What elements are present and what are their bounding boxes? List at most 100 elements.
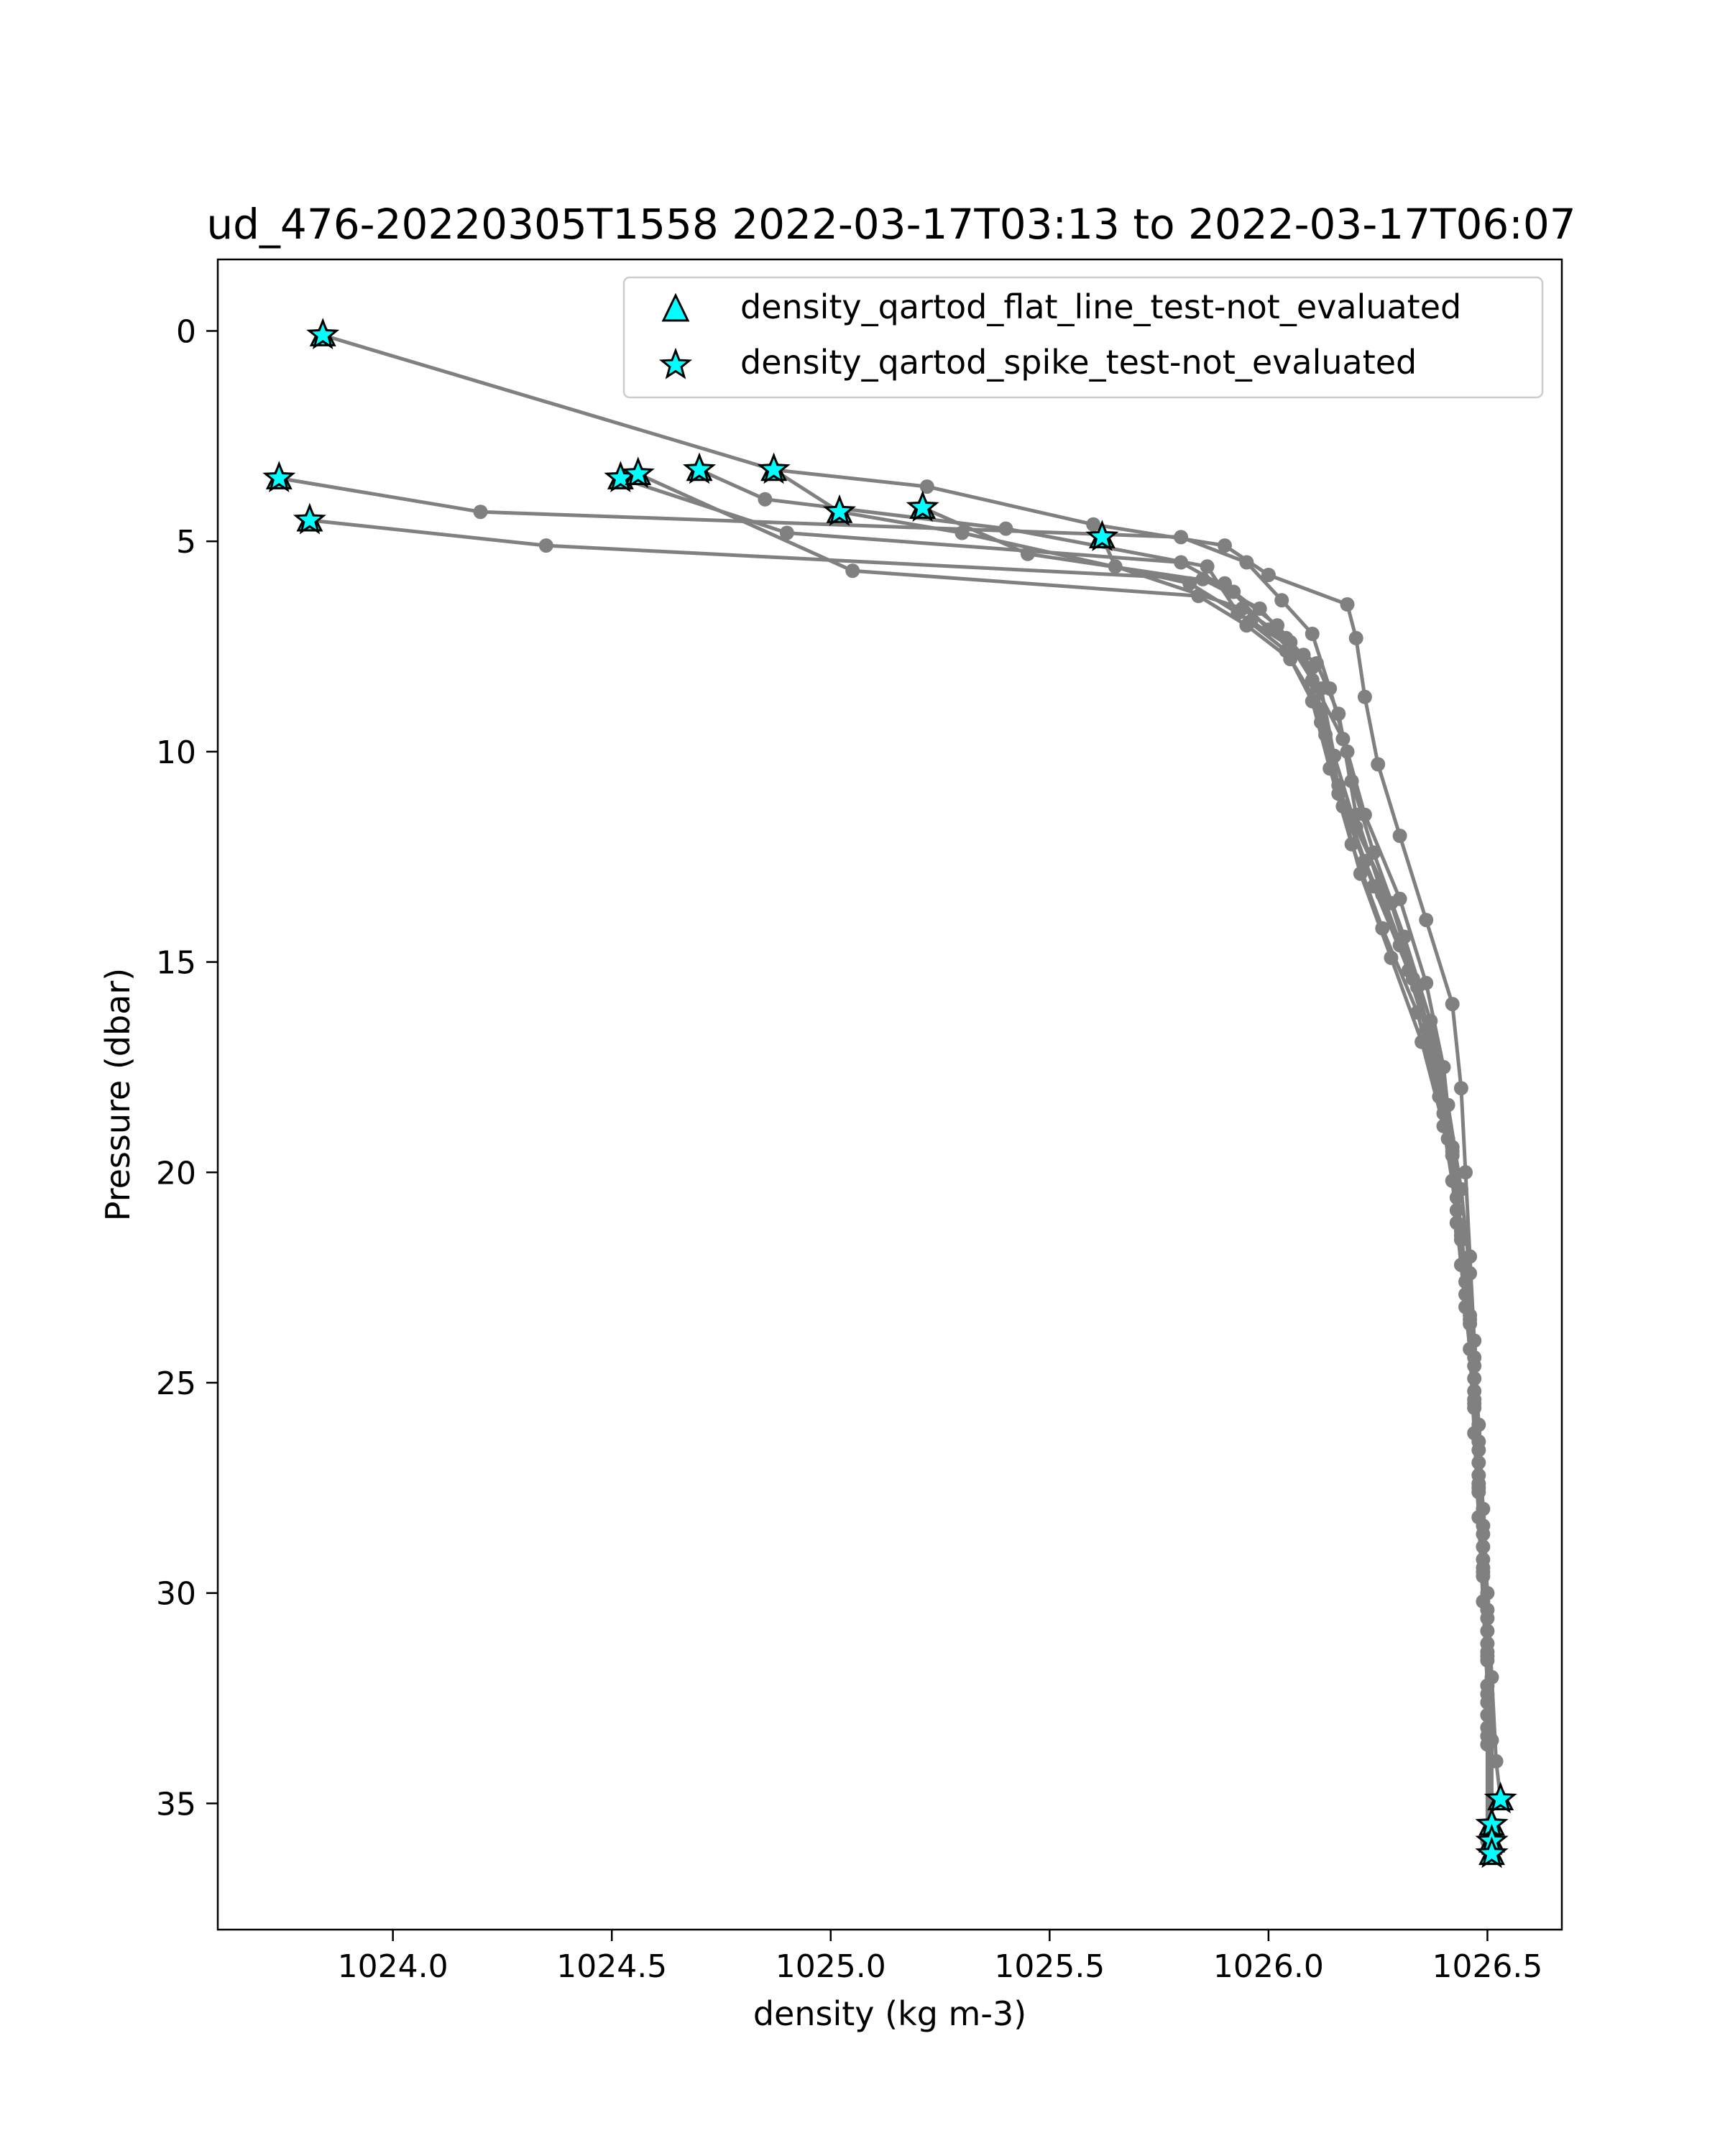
data-point bbox=[1314, 714, 1328, 729]
series-line-1 bbox=[322, 333, 1503, 1800]
data-point bbox=[1423, 1013, 1438, 1028]
legend-label-flat-line: density_qartod_flat_line_test-not_evalua… bbox=[740, 287, 1461, 326]
data-point bbox=[758, 492, 773, 507]
data-point bbox=[998, 521, 1013, 536]
x-tick-label: 1025.0 bbox=[776, 1948, 886, 1985]
chart-title: ud_476-20220305T1558 2022-03-17T03:13 to… bbox=[206, 200, 1576, 249]
data-point bbox=[1218, 576, 1232, 591]
spike-flag-marker bbox=[1475, 1836, 1509, 1869]
spike-flag-marker bbox=[621, 456, 655, 489]
series-layer bbox=[272, 328, 1508, 1861]
data-point bbox=[919, 479, 934, 494]
triangle-marker-icon bbox=[661, 292, 690, 322]
spike-flag-marker bbox=[306, 318, 340, 350]
x-tick-label: 1026.5 bbox=[1432, 1948, 1542, 1985]
x-axis: 1024.0 1024.5 1025.0 1025.5 1026.0 1026.5 bbox=[338, 1930, 1542, 1985]
x-axis-label: density (kg m-3) bbox=[753, 1994, 1026, 2033]
data-point bbox=[1239, 555, 1254, 570]
data-point bbox=[1261, 568, 1276, 582]
data-point bbox=[1348, 807, 1363, 822]
y-tick-label: 20 bbox=[156, 1155, 196, 1192]
data-point bbox=[1445, 997, 1460, 1012]
data-point bbox=[1305, 673, 1320, 688]
data-point bbox=[1445, 1140, 1460, 1155]
data-point bbox=[1471, 1434, 1486, 1449]
y-tick-label: 30 bbox=[156, 1576, 196, 1613]
y-axis-label: Pressure (dbar) bbox=[98, 968, 137, 1221]
data-point bbox=[1309, 656, 1324, 671]
data-point bbox=[845, 563, 860, 579]
data-point bbox=[1331, 786, 1346, 801]
data-point bbox=[1375, 887, 1390, 902]
x-tick-label: 1024.5 bbox=[556, 1948, 667, 1985]
plot-frame bbox=[216, 258, 1563, 1931]
spike-flag-marker bbox=[1085, 520, 1119, 551]
legend: density_qartod_flat_line_test-not_evalua… bbox=[622, 276, 1544, 399]
flagged-points-layer bbox=[262, 318, 1517, 1869]
data-point bbox=[473, 505, 488, 520]
data-point bbox=[1174, 530, 1189, 545]
data-point bbox=[1200, 559, 1215, 574]
data-point bbox=[1405, 972, 1420, 986]
data-point bbox=[779, 525, 794, 540]
spike-flag-marker bbox=[682, 452, 717, 484]
series-line-3 bbox=[309, 518, 1489, 1842]
data-point bbox=[1471, 1476, 1486, 1491]
data-point bbox=[1331, 706, 1346, 722]
series-line-7 bbox=[773, 468, 1494, 1854]
spike-flag-marker bbox=[1484, 1782, 1517, 1814]
data-point bbox=[1419, 913, 1434, 928]
spike-flag-marker bbox=[906, 490, 939, 522]
data-point bbox=[1480, 1644, 1495, 1659]
data-point bbox=[1467, 1392, 1482, 1407]
y-axis: 0 5 10 15 20 25 30 35 bbox=[156, 314, 218, 1823]
series-line-8 bbox=[921, 506, 1494, 1833]
x-tick-label: 1026.0 bbox=[1213, 1948, 1324, 1985]
y-tick-label: 35 bbox=[156, 1786, 196, 1823]
y-tick-label: 15 bbox=[156, 945, 196, 982]
data-point bbox=[1453, 1224, 1468, 1239]
data-point bbox=[1305, 627, 1320, 641]
data-point bbox=[1279, 630, 1294, 645]
data-point bbox=[1235, 601, 1250, 616]
data-point bbox=[1218, 538, 1232, 553]
spike-flag-marker bbox=[757, 452, 791, 484]
star-marker-icon bbox=[658, 347, 693, 379]
x-tick-label: 1025.5 bbox=[994, 1948, 1105, 1985]
data-point bbox=[1384, 950, 1399, 965]
data-point bbox=[1467, 1350, 1482, 1365]
spike-flag-marker bbox=[293, 502, 326, 535]
data-point bbox=[1340, 597, 1355, 612]
data-point bbox=[1274, 593, 1289, 608]
data-point bbox=[1463, 1308, 1478, 1323]
legend-label-spike: density_qartod_spike_test-not_evaluated bbox=[740, 343, 1417, 382]
series-line-6 bbox=[698, 468, 1494, 1850]
spike-flag-marker bbox=[822, 494, 857, 526]
data-point bbox=[1086, 517, 1101, 532]
data-point bbox=[1357, 689, 1372, 704]
series-line-9 bbox=[1100, 536, 1494, 1829]
data-point bbox=[1020, 546, 1035, 561]
data-point bbox=[1476, 1560, 1491, 1575]
y-tick-label: 0 bbox=[176, 314, 196, 351]
data-point bbox=[1476, 1519, 1491, 1533]
plot-area bbox=[216, 258, 1563, 1931]
data-point bbox=[1392, 829, 1407, 843]
y-tick-label: 5 bbox=[176, 524, 196, 561]
legend-box bbox=[622, 276, 1544, 399]
data-point bbox=[1414, 1034, 1430, 1049]
x-tick-label: 1024.0 bbox=[338, 1948, 448, 1985]
data-point bbox=[1427, 1056, 1443, 1071]
data-point bbox=[1348, 630, 1363, 645]
data-point bbox=[1335, 732, 1351, 747]
data-point bbox=[1458, 1165, 1473, 1180]
data-point bbox=[1108, 559, 1123, 574]
data-point bbox=[954, 525, 970, 540]
y-tick-label: 10 bbox=[156, 734, 196, 771]
spike-flag-marker bbox=[262, 461, 296, 493]
data-point bbox=[538, 538, 553, 553]
y-tick-label: 25 bbox=[156, 1365, 196, 1402]
data-point bbox=[1453, 1081, 1468, 1096]
data-point bbox=[1371, 757, 1386, 772]
